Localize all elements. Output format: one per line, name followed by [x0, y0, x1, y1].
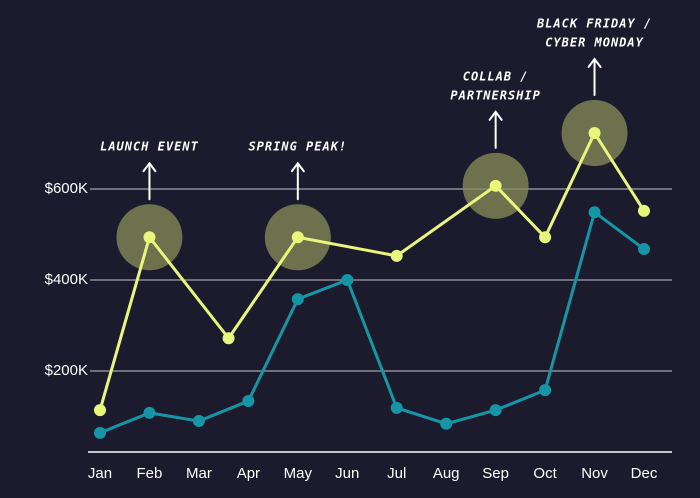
data-point [539, 384, 552, 397]
data-point [94, 426, 106, 439]
data-point [489, 404, 502, 417]
x-tick-label: Jul [387, 465, 406, 482]
data-point [143, 231, 156, 244]
x-tick-label: Aug [433, 465, 460, 482]
series-line [98, 129, 646, 411]
x-tick-label: Jun [335, 465, 359, 482]
annotation-arrow [587, 57, 602, 97]
data-point [341, 274, 354, 286]
x-tick-label: Mar [186, 465, 212, 482]
data-point [143, 406, 156, 419]
annotation-arrow [142, 161, 157, 201]
x-tick-label: May [284, 465, 313, 482]
data-point [94, 404, 106, 417]
data-point [390, 249, 403, 262]
data-point [588, 127, 601, 140]
y-tick-label: $400K [45, 271, 88, 288]
annotation-arrow [290, 161, 305, 201]
x-tick-label: Jan [88, 465, 112, 482]
x-tick-label: Sep [482, 465, 509, 482]
x-tick-label: Feb [137, 465, 163, 482]
y-tick-label: $200K [45, 362, 88, 379]
x-tick-label: Oct [533, 465, 557, 482]
data-point [588, 206, 601, 219]
data-point [242, 395, 255, 408]
data-point [440, 417, 453, 430]
data-point [222, 332, 235, 345]
data-point [291, 293, 304, 306]
annotation-text: COLLAB / [463, 69, 529, 83]
series-line [99, 209, 645, 435]
data-point [390, 401, 403, 414]
annotation-text: CYBER MONDAY [545, 36, 644, 50]
annotation-text: BLACK FRIDAY / [536, 17, 652, 31]
data-point [638, 204, 650, 217]
annotation-text: LAUNCH EVENT [100, 140, 199, 154]
x-tick-label: Apr [237, 465, 260, 482]
data-point [489, 179, 502, 192]
annotation-arrow [488, 110, 503, 149]
y-tick-label: $600K [45, 180, 88, 197]
x-tick-label: Nov [581, 465, 608, 482]
annotation-text: PARTNERSHIP [450, 88, 540, 102]
data-point [291, 231, 304, 244]
data-point [192, 415, 205, 428]
x-tick-label: Dec [631, 465, 658, 482]
annotation-text: SPRING PEAK! [248, 140, 347, 154]
data-point [638, 243, 650, 256]
data-point [539, 231, 552, 244]
